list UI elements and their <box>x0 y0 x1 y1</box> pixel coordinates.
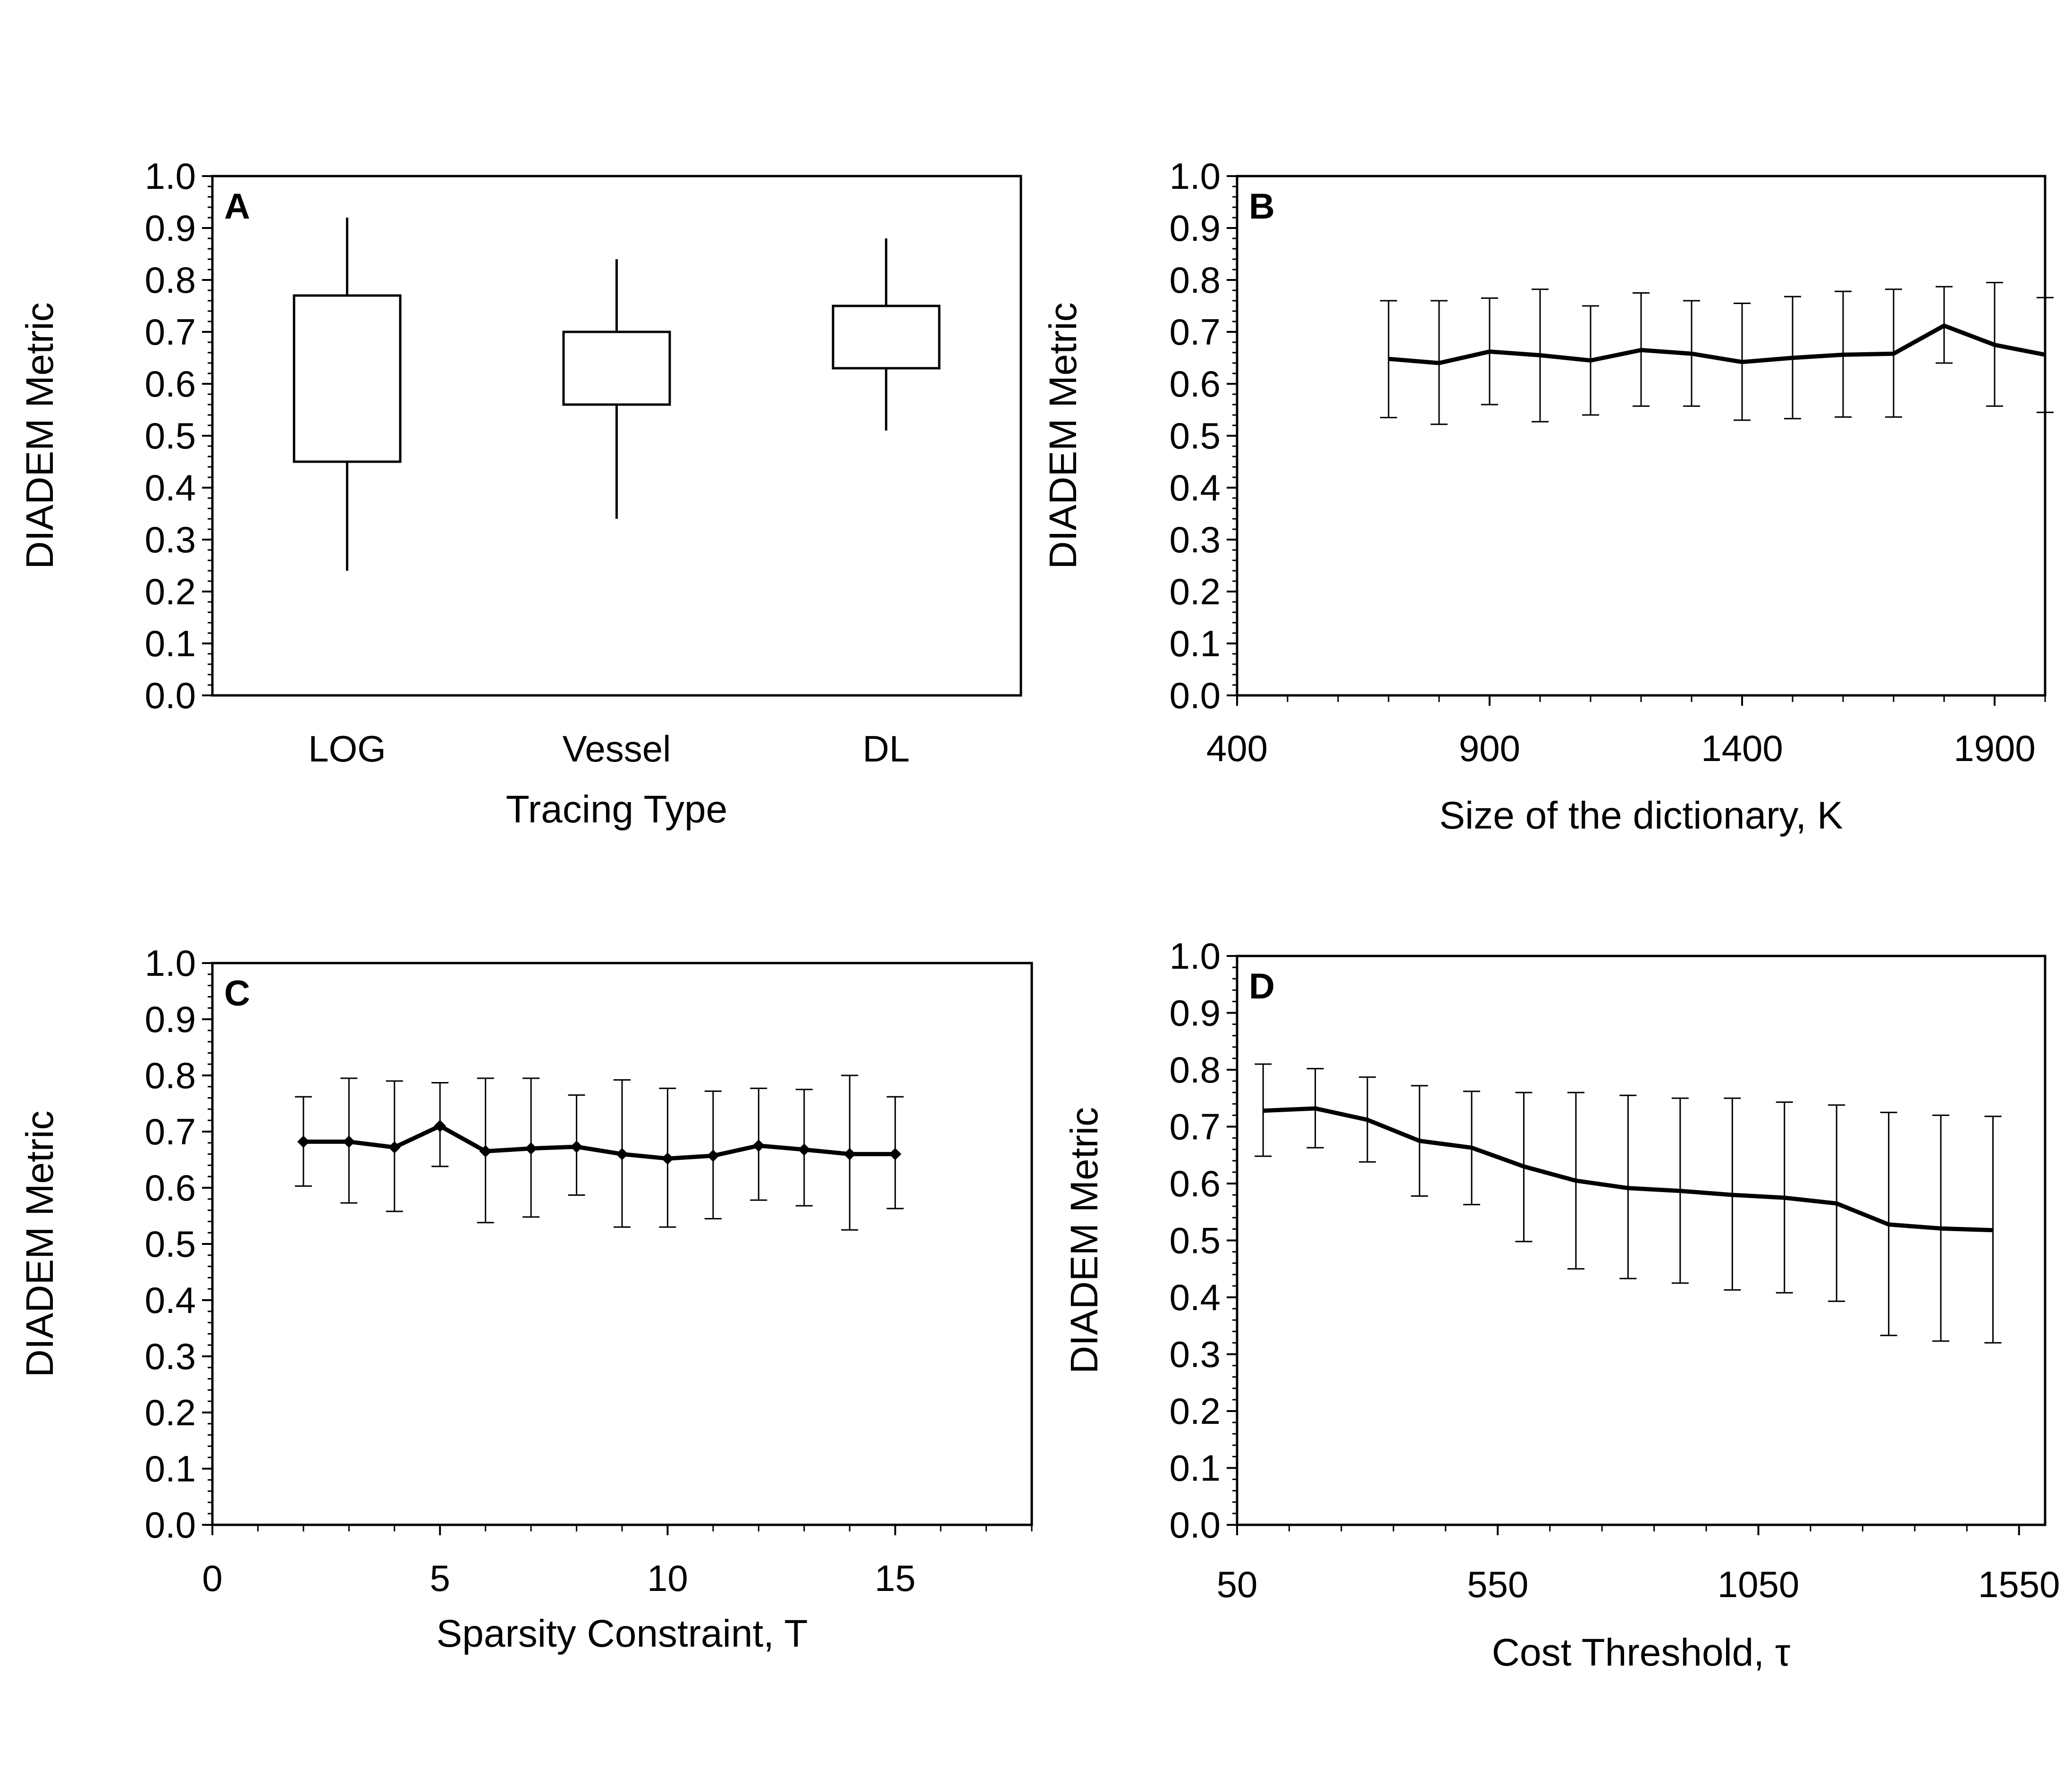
y-tick-label: 0.3 <box>145 1336 196 1377</box>
data-point <box>798 1143 810 1156</box>
data-point <box>388 1141 401 1154</box>
x-tick-label: 0 <box>202 1557 222 1599</box>
y-tick-label: 0.0 <box>1170 1504 1221 1546</box>
y-tick-label: 0.7 <box>1170 1106 1221 1148</box>
y-tick-label: 0.9 <box>1170 992 1221 1034</box>
x-tick-label: 1900 <box>1954 727 2036 769</box>
y-tick-label: 0.6 <box>1170 363 1221 405</box>
y-tick-label: 1.0 <box>145 942 196 984</box>
x-axis-title: Tracing Type <box>506 788 727 831</box>
y-tick-label: 0.9 <box>1170 207 1221 249</box>
panel-d: 0.0 0.1 0.2 0.3 0.4 0.5 0.6 0.7 0.8 0.9 1.0 DIADEM … <box>1063 935 2060 1674</box>
box <box>293 294 402 463</box>
box <box>832 304 941 370</box>
y-tick-label: 0.0 <box>1170 675 1221 716</box>
y-tick-label: 0.3 <box>1170 519 1221 560</box>
x-category-label: LOG <box>308 728 386 770</box>
y-tick-label: 0.6 <box>145 363 196 405</box>
panel-b: 0.0 0.1 0.2 0.3 0.4 0.5 0.6 0.7 0.8 0.9 1.0 DIADEM … <box>1042 155 2054 837</box>
y-axis-title: DIADEM Metric <box>18 1111 61 1378</box>
y-tick-label: 0.7 <box>145 1111 196 1152</box>
y-tick-label: 0.1 <box>145 1448 196 1489</box>
y-tick-label: 0.5 <box>145 415 196 457</box>
y-axis-title: DIADEM Metric <box>1042 303 1085 569</box>
y-tick-label: 0.6 <box>145 1167 196 1209</box>
data-point <box>752 1139 765 1152</box>
series-line <box>303 1124 895 1161</box>
data-point <box>570 1141 583 1153</box>
y-tick-label: 0.7 <box>145 311 196 353</box>
x-tick-label: 1400 <box>1701 727 1783 769</box>
y-tick-label: 0.6 <box>1170 1163 1221 1204</box>
y-tick-label: 0.2 <box>145 1392 196 1433</box>
y-tick-label: 0.9 <box>145 998 196 1040</box>
y-tick-label: 0.5 <box>1170 415 1221 457</box>
y-tick-label: 0.8 <box>145 1055 196 1096</box>
y-tick-label: 0.3 <box>145 519 196 560</box>
x-tick-label: 15 <box>875 1557 916 1599</box>
data-point <box>434 1120 446 1133</box>
data-point <box>525 1142 538 1155</box>
data-point <box>616 1148 628 1160</box>
x-tick-label: 5 <box>430 1557 450 1599</box>
y-tick-label: 1.0 <box>1170 935 1221 977</box>
box <box>562 330 671 406</box>
y-tick-label: 0.7 <box>1170 311 1221 353</box>
y-tick-label: 0.1 <box>1170 623 1221 664</box>
y-tick-label: 0.9 <box>145 207 196 249</box>
panel-a: 0.0 0.1 0.2 0.3 0.4 0.5 0.6 0.7 0.8 0.9 1.0 DIADEM … <box>18 155 1022 831</box>
data-point <box>707 1150 719 1162</box>
y-tick-label: 0.4 <box>145 467 196 508</box>
y-tick-label: 0.3 <box>1170 1334 1221 1375</box>
plot-frame <box>1236 175 2047 697</box>
y-tick-label: 0.1 <box>145 623 196 664</box>
y-tick-label: 0.2 <box>1170 1390 1221 1432</box>
y-tick-label: 0.5 <box>1170 1220 1221 1261</box>
x-tick-label: 550 <box>1467 1564 1528 1605</box>
x-category-label: DL <box>863 728 910 770</box>
y-tick-label: 0.4 <box>1170 467 1221 508</box>
panel-letter: C <box>224 973 250 1014</box>
y-axis-title: DIADEM Metric <box>18 303 61 569</box>
y-tick-label: 0.2 <box>145 571 196 612</box>
y-tick-label: 1.0 <box>145 155 196 197</box>
x-tick-label: 400 <box>1206 727 1268 769</box>
panel-letter: A <box>224 186 250 227</box>
data-point <box>843 1148 856 1160</box>
y-tick-label: 1.0 <box>1170 155 1221 197</box>
plot-frame <box>1236 955 2047 1526</box>
x-tick-label: 50 <box>1217 1564 1258 1605</box>
panel-letter: D <box>1249 966 1275 1006</box>
x-tick-label: 10 <box>647 1557 688 1599</box>
data-point <box>297 1135 310 1148</box>
x-axis-title: Cost Threshold, τ <box>1492 1631 1791 1674</box>
series-line <box>1388 323 2046 365</box>
x-axis-title: Sparsity Constraint, T <box>437 1612 808 1655</box>
x-category-label: Vessel <box>563 728 671 770</box>
x-tick-label: 1050 <box>1718 1564 1800 1605</box>
y-tick-label: 0.4 <box>145 1279 196 1321</box>
y-tick-label: 0.4 <box>1170 1277 1221 1318</box>
y-tick-label: 0.2 <box>1170 571 1221 612</box>
plot-frame <box>211 962 1033 1526</box>
y-tick-label: 0.0 <box>145 1504 196 1546</box>
data-point <box>889 1148 901 1160</box>
panel-c: 0.0 0.1 0.2 0.3 0.4 0.5 0.6 0.7 0.8 0.9 1.0 DIADEM … <box>18 942 1033 1655</box>
data-point <box>343 1135 355 1148</box>
y-tick-label: 0.0 <box>145 675 196 716</box>
x-tick-label: 1550 <box>1978 1564 2060 1605</box>
y-tick-label: 0.8 <box>1170 1049 1221 1091</box>
y-tick-label: 0.8 <box>1170 259 1221 301</box>
panel-letter: B <box>1249 186 1275 227</box>
x-axis-title: Size of the dictionary, K <box>1439 794 1843 837</box>
data-point <box>479 1145 492 1158</box>
y-tick-label: 0.5 <box>145 1223 196 1265</box>
x-tick-label: 900 <box>1459 727 1520 769</box>
y-tick-label: 0.8 <box>145 259 196 301</box>
series-line <box>1263 1106 1993 1233</box>
y-tick-label: 0.1 <box>1170 1447 1221 1489</box>
data-point <box>661 1152 674 1165</box>
y-axis-title: DIADEM Metric <box>1063 1107 1106 1374</box>
